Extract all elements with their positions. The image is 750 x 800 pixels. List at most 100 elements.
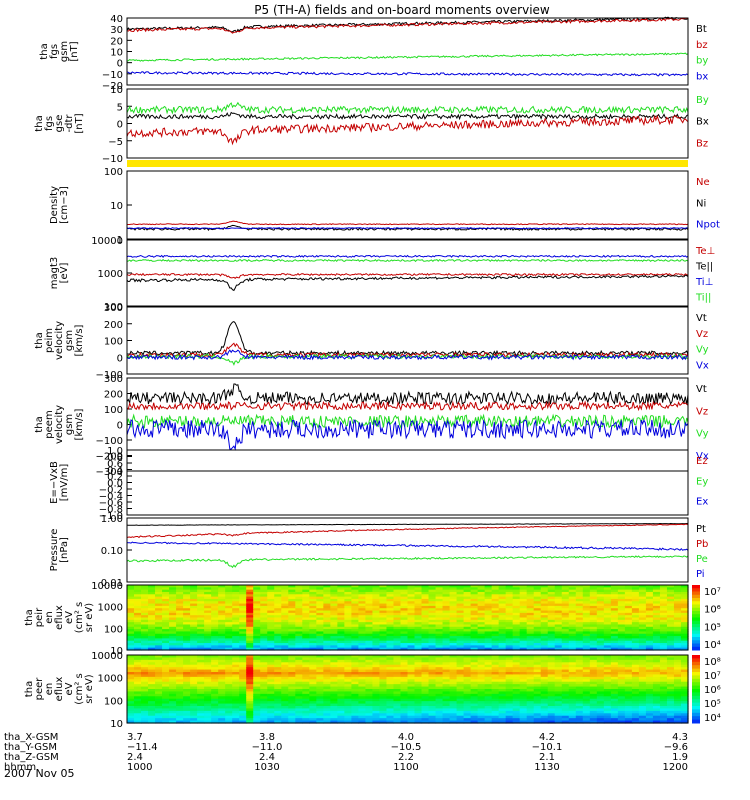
spectrogram-cell xyxy=(372,647,381,651)
spectrogram-cell xyxy=(596,715,605,719)
spectrogram-cell xyxy=(274,672,282,676)
spectrogram-cell xyxy=(295,640,303,644)
spectrogram-cell xyxy=(351,664,360,668)
spectrogram-cell xyxy=(218,696,226,700)
spectrogram-cell xyxy=(197,591,205,595)
spectrogram-cell xyxy=(239,718,247,722)
spectrogram-cell xyxy=(400,633,409,637)
spectrogram-cell xyxy=(449,591,458,595)
spectrogram-cell xyxy=(624,718,633,722)
spectrogram-cell xyxy=(281,706,289,710)
spectrogram-cell xyxy=(323,672,331,676)
spectrogram-cell xyxy=(477,617,486,621)
spectrogram-cell xyxy=(449,686,458,690)
spectrogram-cell xyxy=(484,703,493,707)
spectrogram-cell xyxy=(428,681,437,685)
spectrogram-cell xyxy=(596,659,605,663)
spectrogram-cell xyxy=(561,664,570,668)
spectrogram-cell xyxy=(134,617,142,621)
spectrogram-cell xyxy=(295,701,303,705)
spectrogram-cell xyxy=(148,710,156,714)
spectrogram-cell xyxy=(421,710,430,714)
ytick-label: 10000 xyxy=(91,581,123,592)
spectrogram-cell xyxy=(491,624,500,628)
spectrogram-cell xyxy=(162,591,170,595)
spectrogram-cell xyxy=(407,615,416,619)
spectrogram-cell xyxy=(547,674,556,678)
spectrogram-cell xyxy=(561,636,570,639)
spectrogram-cell xyxy=(407,689,416,693)
spectrogram-cell xyxy=(337,703,345,707)
spectrogram-cell xyxy=(190,631,198,635)
spectrogram-cell xyxy=(582,708,591,712)
spectrogram-cell xyxy=(645,684,654,688)
spectrogram-cell xyxy=(372,591,381,595)
legend-Ex: Ex xyxy=(696,497,708,508)
spectrogram-cell xyxy=(267,619,275,623)
legend-Pe: Pe xyxy=(696,554,708,565)
spectrogram-cell xyxy=(547,608,556,612)
spectrogram-cell xyxy=(183,715,191,719)
spectrogram-cell xyxy=(127,664,135,668)
spectrogram-cell xyxy=(414,684,423,688)
spectrogram-cell xyxy=(554,662,563,666)
spectrogram-cell xyxy=(204,622,212,626)
spectrogram-cell xyxy=(141,617,149,621)
spectrogram-cell xyxy=(421,605,430,609)
spectrogram-cell xyxy=(295,596,303,600)
series-line-Pb xyxy=(126,523,689,539)
spectrogram-cell xyxy=(498,679,507,683)
ylabel-line: sr eV) xyxy=(84,603,95,632)
spectrogram-cell xyxy=(330,615,338,619)
spectrogram-cell xyxy=(344,608,352,612)
spectrogram-cell xyxy=(442,667,451,671)
spectrogram-cell xyxy=(540,596,549,600)
spectrogram-cell xyxy=(288,640,296,644)
spectrogram-cell xyxy=(183,633,191,637)
spectrogram-cell xyxy=(330,624,338,628)
ylabel-line: [km/s] xyxy=(74,324,85,356)
spectrogram-cell xyxy=(512,703,521,707)
spectrogram-cell xyxy=(568,605,577,609)
spectrogram-cell xyxy=(631,640,640,644)
spectrogram-cell xyxy=(421,587,430,591)
spectrogram-cell xyxy=(680,647,689,651)
spectrogram-cell xyxy=(267,667,275,671)
spectrogram-cell xyxy=(407,633,416,637)
spectrogram-cell xyxy=(330,619,338,623)
spectrogram-cell xyxy=(533,657,542,661)
spectrogram-cell xyxy=(477,674,486,678)
spectrogram-cell xyxy=(547,696,556,700)
spectrogram-cell xyxy=(176,638,184,642)
spectrogram-cell xyxy=(253,610,261,614)
spectrogram-cell xyxy=(568,667,577,671)
spectrogram-cell xyxy=(568,622,577,626)
spectrogram-cell xyxy=(680,662,689,666)
spectrogram-cell xyxy=(659,643,668,646)
spectrogram-cell xyxy=(197,708,205,712)
spectrogram-cell xyxy=(316,596,324,600)
spectrogram-cell xyxy=(386,615,395,619)
spectrogram-cell xyxy=(141,674,149,678)
spectrogram-cell xyxy=(246,629,254,633)
spectrogram-cell xyxy=(253,684,261,688)
spectrogram-cell xyxy=(232,664,240,668)
spectrogram-cell xyxy=(141,598,149,602)
spectrogram-cell xyxy=(309,698,317,702)
spectrogram-cell xyxy=(134,598,142,602)
spectrogram-cell xyxy=(526,713,535,717)
spectrogram-cell xyxy=(547,698,556,702)
spectrogram-cell xyxy=(638,603,647,607)
spectrogram-cell xyxy=(239,617,247,621)
spectrogram-cell xyxy=(603,598,612,602)
spectrogram-cell xyxy=(617,587,626,591)
spectrogram-cell xyxy=(197,647,205,651)
spectrogram-cell xyxy=(183,598,191,602)
spectrogram-cell xyxy=(400,645,409,649)
spectrogram-cell xyxy=(554,638,563,642)
spectrogram-cell xyxy=(617,657,626,661)
spectrogram-cell xyxy=(645,636,654,639)
spectrogram-cell xyxy=(148,684,156,688)
